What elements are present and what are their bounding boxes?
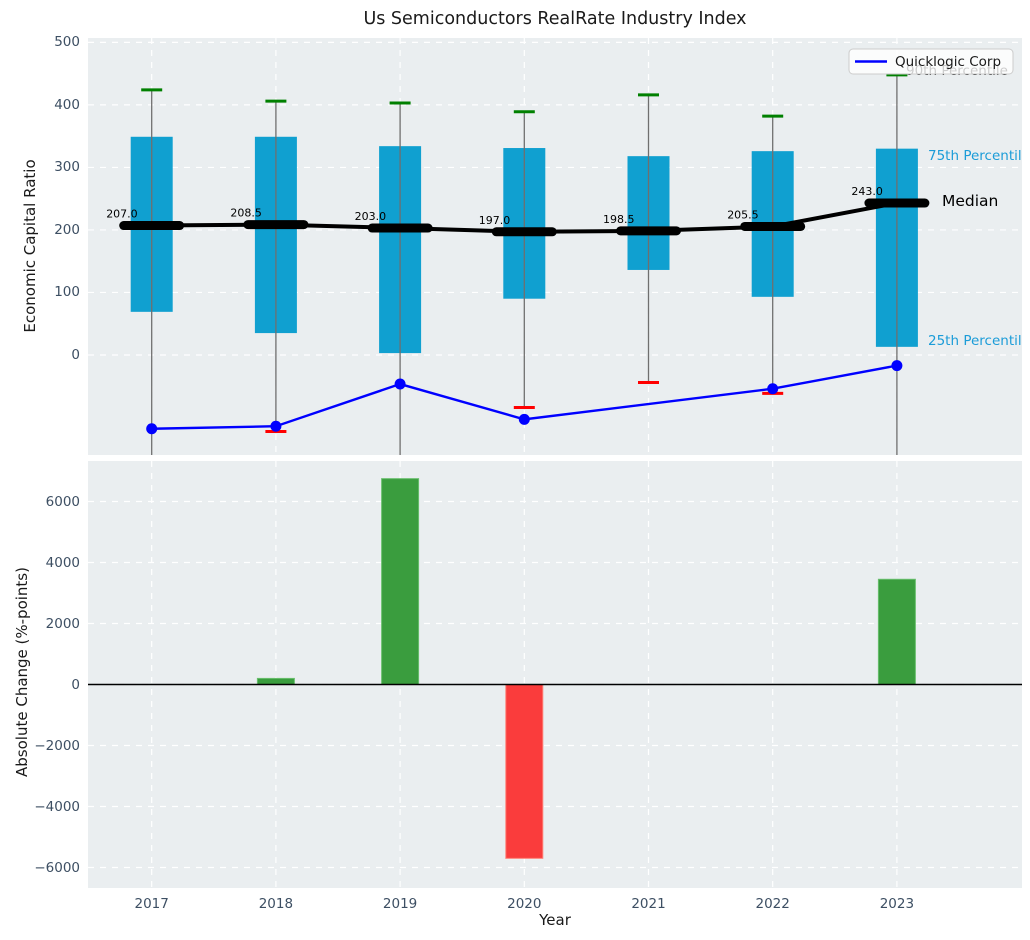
- xtick-2017: 2017: [134, 896, 169, 912]
- bottom-ytick-4000: 4000: [45, 554, 80, 571]
- legend-box: [848, 48, 1014, 75]
- top-plot-canvas: 207.0208.5203.0197.0198.5205.5243.090th …: [88, 38, 1022, 455]
- median-value-label-2020: 197.0: [479, 214, 511, 227]
- change-bar-2018: [256, 677, 295, 686]
- bottom-ytick-−2000: −2000: [34, 737, 80, 754]
- xtick-2020: 2020: [507, 896, 542, 912]
- legend-label: Quicklogic Corp: [895, 54, 1001, 70]
- median-value-label-2018: 208.5: [230, 207, 262, 220]
- p25-annotation: 25th Percentile: [928, 333, 1022, 349]
- company-point-2019: [394, 378, 406, 390]
- change-bar-2020: [505, 684, 544, 859]
- median-value-label-2023: 243.0: [851, 185, 883, 198]
- company-point-2017: [146, 423, 158, 435]
- top-axes-percentile-boxplot: 207.0208.5203.0197.0198.5205.5243.090th …: [88, 38, 1022, 455]
- median-annotation: Median: [942, 192, 998, 210]
- company-line: [151, 364, 898, 430]
- company-point-2020: [518, 413, 530, 425]
- xtick-2019: 2019: [382, 896, 418, 912]
- top-ytick-200: 200: [54, 221, 80, 238]
- p75-annotation: 75th Percentile: [928, 148, 1022, 164]
- top-ytick-400: 400: [54, 96, 80, 113]
- top-ytick-500: 500: [54, 34, 80, 51]
- bottom-plot-canvas: [88, 461, 1022, 888]
- top-ytick-300: 300: [54, 159, 80, 176]
- xtick-2022: 2022: [755, 896, 790, 912]
- change-bar-2019: [381, 478, 420, 686]
- chart-title: Us Semiconductors RealRate Industry Inde…: [363, 9, 747, 29]
- bottom-ytick-−6000: −6000: [34, 859, 80, 876]
- x-axis-label: Year: [539, 911, 571, 929]
- bottom-ytick-0: 0: [71, 676, 80, 693]
- company-point-2018: [270, 420, 282, 432]
- company-point-2022: [767, 383, 779, 395]
- bottom-axes-change-bars: [88, 461, 1022, 888]
- bottom-ytick-6000: 6000: [45, 493, 80, 510]
- xtick-2018: 2018: [258, 896, 294, 912]
- bottom-ytick-2000: 2000: [45, 615, 80, 632]
- company-point-2023: [891, 360, 903, 372]
- xtick-2023: 2023: [879, 896, 915, 912]
- change-bar-2023: [877, 578, 916, 686]
- bottom-ytick-−4000: −4000: [34, 798, 80, 815]
- median-value-label-2021: 198.5: [603, 213, 635, 226]
- top-ytick-100: 100: [54, 284, 80, 301]
- median-value-label-2022: 205.5: [727, 208, 759, 221]
- median-value-label-2017: 207.0: [106, 208, 138, 221]
- top-ytick-0: 0: [71, 346, 80, 363]
- top-y-axis-label: Economic Capital Ratio: [21, 159, 39, 333]
- xtick-2021: 2021: [631, 896, 666, 912]
- median-value-label-2019: 203.0: [355, 210, 387, 223]
